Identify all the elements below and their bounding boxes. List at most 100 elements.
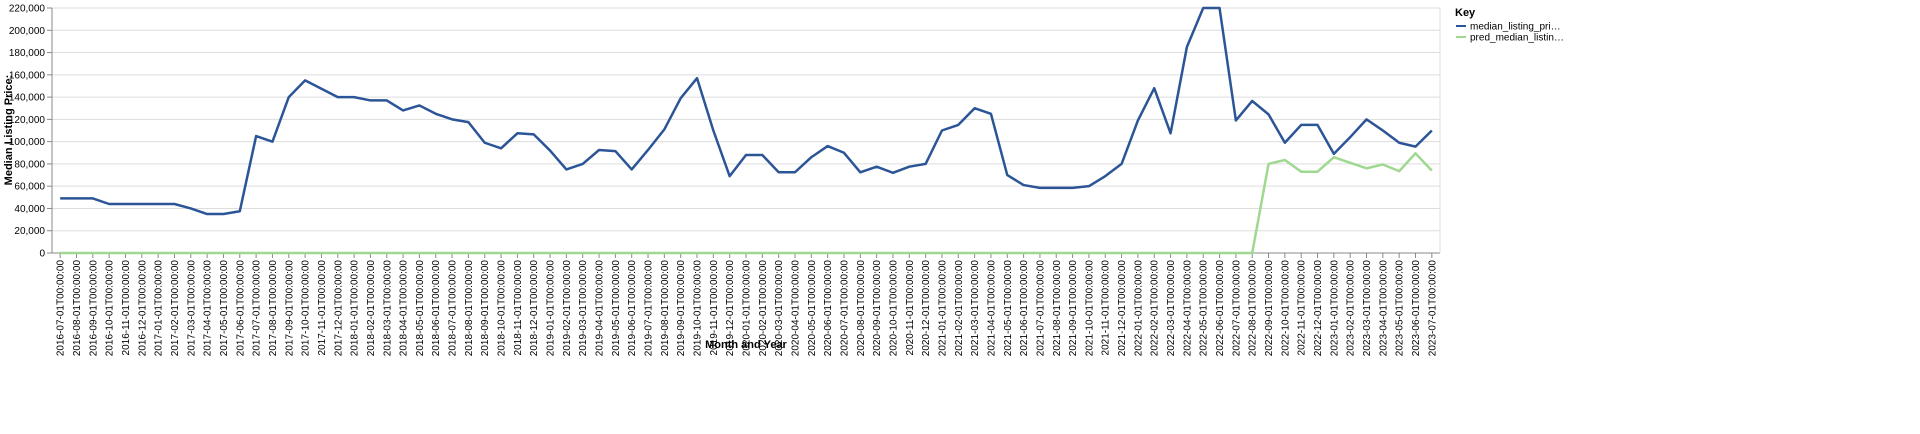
x-tick-label: 2018-03-01T00:00:00 [382, 260, 393, 357]
x-tick-label: 2022-04-01T00:00:00 [1182, 260, 1193, 357]
x-tick-label: 2021-01-01T00:00:00 [937, 260, 948, 357]
y-tick-label: 200,000 [9, 26, 46, 37]
x-tick-label: 2019-06-01T00:00:00 [627, 260, 638, 357]
x-tick-label: 2019-03-01T00:00:00 [578, 260, 589, 357]
x-tick-label: 2018-01-01T00:00:00 [350, 260, 361, 357]
x-tick-label: 2022-05-01T00:00:00 [1199, 260, 1210, 357]
x-tick-label: 2017-10-01T00:00:00 [301, 260, 312, 357]
x-tick-label: 2016-07-01T00:00:00 [56, 260, 67, 357]
x-tick-label: 2021-10-01T00:00:00 [1084, 260, 1095, 357]
x-tick-label: 2018-12-01T00:00:00 [529, 260, 540, 357]
x-tick-label: 2020-01-01T00:00:00 [742, 260, 753, 357]
x-tick-label: 2023-01-01T00:00:00 [1329, 260, 1340, 357]
x-tick-label: 2019-08-01T00:00:00 [660, 260, 671, 357]
x-tick-label: 2021-08-01T00:00:00 [1052, 260, 1063, 357]
x-tick-label: 2023-06-01T00:00:00 [1411, 260, 1422, 357]
x-tick-label: 2022-09-01T00:00:00 [1264, 260, 1275, 357]
x-tick-label: 2022-11-01T00:00:00 [1297, 260, 1308, 356]
x-tick-label: 2017-05-01T00:00:00 [219, 260, 230, 357]
x-tick-label: 2020-07-01T00:00:00 [839, 260, 850, 357]
x-tick-label: 2017-08-01T00:00:00 [268, 260, 279, 357]
x-tick-label: 2020-02-01T00:00:00 [758, 260, 769, 357]
line-series [60, 6, 1433, 216]
x-tick-label: 2018-06-01T00:00:00 [431, 260, 442, 357]
x-tick-label: 2021-07-01T00:00:00 [1035, 260, 1046, 357]
x-tick-label: 2016-12-01T00:00:00 [137, 260, 148, 357]
x-tick-label: 2017-11-01T00:00:00 [317, 260, 328, 356]
y-tick-label: 60,000 [14, 182, 45, 193]
x-tick-label: 2019-07-01T00:00:00 [644, 260, 655, 357]
y-tick-label: 160,000 [9, 70, 46, 81]
x-tick-label: 2020-10-01T00:00:00 [888, 260, 899, 357]
x-tick-label: 2019-10-01T00:00:00 [693, 260, 704, 357]
y-tick-label: 140,000 [9, 93, 46, 104]
x-tick-label: 2019-09-01T00:00:00 [676, 260, 687, 357]
x-tick-label: 2019-02-01T00:00:00 [562, 260, 573, 357]
x-tick-label: 2022-03-01T00:00:00 [1166, 260, 1177, 357]
y-tick-label: 220,000 [9, 4, 46, 15]
x-tick-label: 2022-12-01T00:00:00 [1313, 260, 1324, 357]
x-tick-label: 2018-07-01T00:00:00 [448, 260, 459, 357]
y-tick-label: 100,000 [9, 137, 46, 148]
x-tick-label: 2019-01-01T00:00:00 [546, 260, 557, 357]
x-tick-label: 2018-09-01T00:00:00 [480, 260, 491, 357]
x-tick-label: 2016-11-01T00:00:00 [121, 260, 132, 356]
x-tick-label: 2021-03-01T00:00:00 [970, 260, 981, 357]
x-axis-title: Month and Year [705, 339, 787, 351]
x-tick-label: 2023-03-01T00:00:00 [1362, 260, 1373, 357]
x-tick-label: 2017-06-01T00:00:00 [235, 260, 246, 357]
x-tick-label: 2017-07-01T00:00:00 [252, 260, 263, 357]
y-axis-title: Median Listing Price: [3, 75, 15, 186]
x-tick-label: 2022-07-01T00:00:00 [1231, 260, 1242, 357]
x-tick-label: 2020-03-01T00:00:00 [774, 260, 785, 357]
x-tick-label: 2020-09-01T00:00:00 [872, 260, 883, 357]
x-tick-label: 2020-05-01T00:00:00 [807, 260, 818, 357]
x-tick-label: 2017-04-01T00:00:00 [203, 260, 214, 357]
x-tick-label: 2017-09-01T00:00:00 [284, 260, 295, 357]
x-tick-label: 2017-01-01T00:00:00 [154, 260, 165, 357]
y-tick-label: 120,000 [9, 115, 46, 126]
y-tick-label: 180,000 [9, 48, 46, 59]
x-tick-label: 2016-08-01T00:00:00 [72, 260, 83, 357]
x-tick-label: 2021-06-01T00:00:00 [1019, 260, 1030, 357]
x-tick-label: 2019-12-01T00:00:00 [725, 260, 736, 357]
y-tick-label: 80,000 [14, 159, 45, 170]
x-tick-label: 2020-11-01T00:00:00 [905, 260, 916, 356]
x-tick-label: 2020-12-01T00:00:00 [921, 260, 932, 357]
x-tick-label: 2022-01-01T00:00:00 [1133, 260, 1144, 357]
x-tick-label: 2022-10-01T00:00:00 [1280, 260, 1291, 357]
x-tick-label: 2023-07-01T00:00:00 [1427, 260, 1438, 357]
y-tick-label: 40,000 [14, 204, 45, 215]
x-tick-label: 2021-12-01T00:00:00 [1117, 260, 1128, 357]
x-tick-label: 2021-05-01T00:00:00 [1003, 260, 1014, 357]
x-tick-label: 2017-12-01T00:00:00 [333, 260, 344, 357]
x-tick-label: 2018-05-01T00:00:00 [415, 260, 426, 357]
x-tick-label: 2021-02-01T00:00:00 [954, 260, 965, 357]
x-tick-label: 2017-03-01T00:00:00 [186, 260, 197, 357]
x-tick-label: 2019-11-01T00:00:00 [709, 260, 720, 356]
x-tick-label: 2023-04-01T00:00:00 [1378, 260, 1389, 357]
x-tick-label: 2018-10-01T00:00:00 [497, 260, 508, 357]
x-tick-label: 2020-08-01T00:00:00 [856, 260, 867, 357]
y-tick-label: 20,000 [14, 226, 45, 237]
line-series [60, 152, 1433, 255]
x-tick-label: 2018-11-01T00:00:00 [513, 260, 524, 356]
x-tick-label: 2021-11-01T00:00:00 [1101, 260, 1112, 356]
x-tick-label: 2021-09-01T00:00:00 [1068, 260, 1079, 357]
x-tick-label: 2018-08-01T00:00:00 [464, 260, 475, 357]
x-tick-label: 2022-08-01T00:00:00 [1248, 260, 1259, 357]
x-tick-label: 2020-06-01T00:00:00 [823, 260, 834, 357]
x-tick-label: 2017-02-01T00:00:00 [170, 260, 181, 357]
x-tick-label: 2018-04-01T00:00:00 [399, 260, 410, 357]
x-tick-label: 2018-02-01T00:00:00 [366, 260, 377, 357]
legend-label: pred_median_listin… [1470, 33, 1564, 44]
x-tick-label: 2021-04-01T00:00:00 [986, 260, 997, 357]
x-tick-label: 2023-05-01T00:00:00 [1395, 260, 1406, 357]
x-tick-label: 2016-10-01T00:00:00 [105, 260, 116, 357]
x-tick-label: 2019-05-01T00:00:00 [611, 260, 622, 357]
legend-title: Key [1455, 7, 1476, 19]
x-tick-label: 2023-02-01T00:00:00 [1346, 260, 1357, 357]
x-tick-label: 2022-02-01T00:00:00 [1150, 260, 1161, 357]
x-tick-label: 2020-04-01T00:00:00 [790, 260, 801, 357]
